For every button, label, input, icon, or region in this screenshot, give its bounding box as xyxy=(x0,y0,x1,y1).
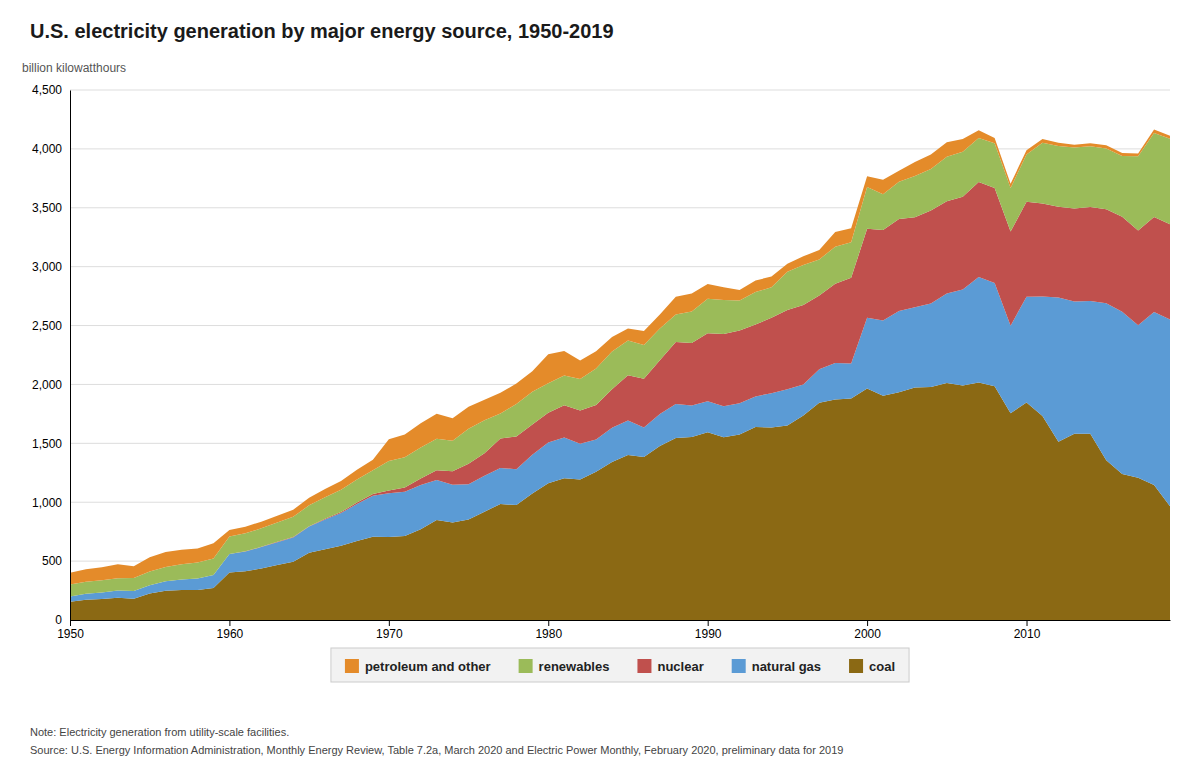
y-axis-label: billion kilowatthours xyxy=(22,61,126,75)
title: U.S. electricity generation by major ene… xyxy=(30,20,614,42)
y-tick: 3,500 xyxy=(32,201,70,215)
y-tick: 1,500 xyxy=(32,437,70,451)
x-tick-mark xyxy=(229,620,230,626)
legend-label: nuclear xyxy=(657,659,703,674)
x-tick-label: 2010 xyxy=(1014,627,1041,641)
y-tick-label: 1,000 xyxy=(32,496,62,510)
legend-entry: nuclear xyxy=(637,659,703,674)
legend-swatch xyxy=(849,659,863,673)
legend-entry: natural gas xyxy=(732,659,821,674)
x-tick: 1990 xyxy=(695,620,722,641)
x-tick-label: 1980 xyxy=(535,627,562,641)
notes: Note: Electricity generation from utilit… xyxy=(30,726,843,756)
legend-box xyxy=(331,648,909,682)
legend-label: coal xyxy=(869,659,895,674)
y-tick-label: 3,000 xyxy=(32,260,62,274)
legend-swatch xyxy=(345,659,359,673)
legend-entries: petroleum and other renewables nuclear natu… xyxy=(345,659,895,674)
y-tick: 0 xyxy=(55,613,70,627)
area-series xyxy=(70,133,1170,596)
y-tick-label: 2,000 xyxy=(32,378,62,392)
y-tick-label: 4,500 xyxy=(32,83,62,97)
area-series xyxy=(70,129,1170,584)
x-tick-label: 1960 xyxy=(217,627,244,641)
y-tick: 500 xyxy=(42,554,70,568)
y-tick-label: 2,500 xyxy=(32,319,62,333)
x-tick: 1970 xyxy=(376,620,403,641)
x-tick-label: 1970 xyxy=(376,627,403,641)
x-tick: 2000 xyxy=(854,620,881,641)
chart-container: U.S. electricity generation by major ene… xyxy=(0,0,1200,780)
x-axis: 1950 1960 1970 1980 1990 2000 2010 xyxy=(57,620,1170,641)
x-tick: 1980 xyxy=(535,620,562,641)
y-tick-label: 1,500 xyxy=(32,437,62,451)
chart-svg: U.S. electricity generation by major ene… xyxy=(0,0,1200,780)
grid xyxy=(70,90,1170,620)
legend-swatch xyxy=(637,659,651,673)
x-tick-mark xyxy=(1027,620,1028,626)
legend-label: natural gas xyxy=(752,659,821,674)
y-axis: 0 500 1,000 1,500 2,000 2,500 3,000 3,500 4,000 4… xyxy=(32,83,71,627)
y-tick-label: 0 xyxy=(55,613,62,627)
x-tick-mark xyxy=(867,620,868,626)
y-tick: 2,500 xyxy=(32,319,70,333)
grid-line-y xyxy=(70,148,1170,149)
legend-entry: renewables xyxy=(519,659,610,674)
x-tick-mark xyxy=(548,620,549,626)
x-tick-label: 1950 xyxy=(57,627,84,641)
legend-label: renewables xyxy=(539,659,610,674)
y-tick: 4,000 xyxy=(32,142,70,156)
x-tick: 1960 xyxy=(217,620,244,641)
note: Note: Electricity generation from utilit… xyxy=(30,726,289,738)
y-tick: 3,000 xyxy=(32,260,70,274)
x-axis-line xyxy=(71,620,1171,621)
legend-entry: petroleum and other xyxy=(345,659,491,674)
note: Source: U.S. Energy Information Administ… xyxy=(30,744,843,756)
x-tick-mark xyxy=(70,620,71,626)
legend: petroleum and other renewables nuclear natu… xyxy=(331,648,909,682)
legend-swatch xyxy=(732,659,746,673)
y-tick: 4,500 xyxy=(32,83,70,97)
grid-line-y xyxy=(70,90,1170,91)
y-tick-label: 500 xyxy=(42,554,62,568)
x-tick-mark xyxy=(708,620,709,626)
areas xyxy=(70,129,1170,620)
x-tick-label: 1990 xyxy=(695,627,722,641)
y-axis-line xyxy=(70,91,71,621)
plot-area: 1950 1960 1970 1980 1990 2000 2010 0 500 1,000 1,5… xyxy=(32,83,1171,640)
y-tick: 2,000 xyxy=(32,378,70,392)
x-tick-mark xyxy=(389,620,390,626)
legend-label: petroleum and other xyxy=(365,659,491,674)
y-tick-label: 3,500 xyxy=(32,201,62,215)
x-tick: 2010 xyxy=(1014,620,1041,641)
y-tick-label: 4,000 xyxy=(32,142,62,156)
x-tick-label: 2000 xyxy=(854,627,881,641)
y-tick: 1,000 xyxy=(32,496,70,510)
legend-swatch xyxy=(519,659,533,673)
legend-entry: coal xyxy=(849,659,895,674)
